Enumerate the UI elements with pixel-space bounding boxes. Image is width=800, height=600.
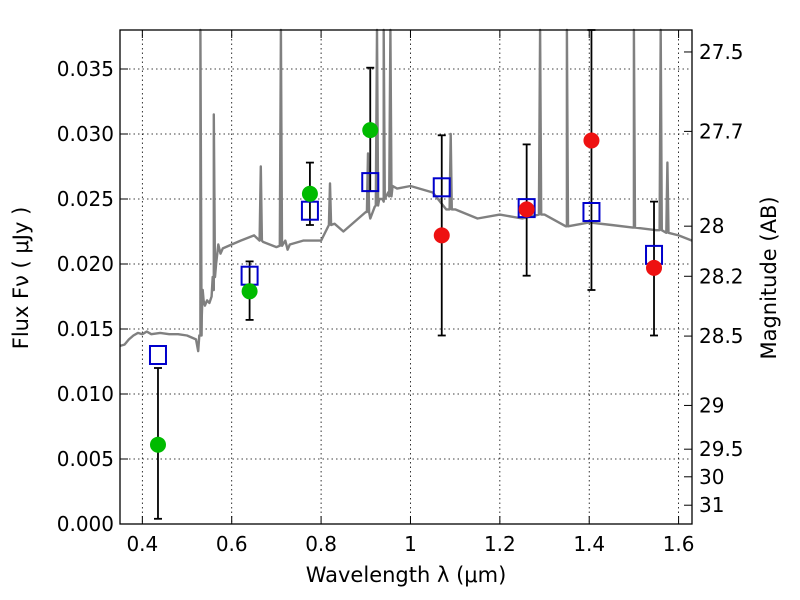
y-axis-ticks: 0.000 0.005 0.010 0.015 0.020 0.025 0.030 0.035 [57, 57, 128, 536]
magnitude-tick-label: 27.7 [699, 119, 744, 143]
magnitude-axis-ticks: 27.5 27.7 28 28.2 28.5 29 29.5 30 31 [684, 40, 744, 517]
x-axis-ticks: 0.4 0.6 0.8 1 1.2 1.4 1.6 [126, 30, 695, 556]
y-tick-label: 0.015 [57, 317, 114, 341]
y-tick-label: 0.005 [57, 447, 114, 471]
x-tick-label: 0.4 [126, 532, 158, 556]
magnitude-tick-label: 28 [699, 214, 724, 238]
x-tick-label: 0.6 [216, 532, 248, 556]
y-tick-label: 0.000 [57, 512, 114, 536]
grid-lines [120, 30, 692, 525]
x-tick-label: 1.4 [573, 532, 605, 556]
y-tick-label: 0.035 [57, 57, 114, 81]
y-tick-label: 0.020 [57, 252, 114, 276]
magnitude-tick-label: 30 [699, 465, 724, 489]
observed-flux-point [646, 259, 663, 276]
y-tick-label: 0.025 [57, 187, 114, 211]
model-photometry-square [582, 202, 601, 222]
model-photometry-square [432, 177, 451, 198]
x-tick-label: 1.6 [663, 532, 695, 556]
observed-flux-point [433, 227, 450, 244]
magnitude-axis-label: Magnitude (AB) [757, 196, 781, 359]
model-photometry [148, 172, 664, 365]
magnitude-tick-label: 28.5 [699, 324, 744, 348]
sed-model-line [119, 28, 693, 353]
model-photometry-square [361, 172, 380, 193]
plot-frame [119, 29, 693, 525]
observed-flux-point [149, 436, 166, 453]
observed-flux-point [241, 283, 258, 300]
magnitude-tick-label: 29.5 [699, 437, 744, 461]
x-tick-label: 1.2 [484, 532, 516, 556]
error-bars [153, 29, 659, 520]
model-photometry-square [148, 345, 167, 365]
y-axis-label: Flux Fν ( μJy ) [9, 207, 33, 350]
x-tick-label: 0.8 [305, 532, 337, 556]
magnitude-tick-label: 27.5 [699, 40, 744, 64]
observed-photometry [149, 122, 663, 453]
observed-flux-point [301, 185, 318, 202]
y-tick-label: 0.030 [57, 122, 114, 146]
x-tick-label: 1 [404, 532, 417, 556]
observed-flux-point [583, 132, 600, 149]
observed-flux-point [518, 201, 535, 218]
sed-model-layer [119, 28, 693, 353]
y-tick-label: 0.010 [57, 382, 114, 406]
observed-flux-point [362, 122, 379, 139]
magnitude-tick-label: 31 [699, 493, 724, 517]
magnitude-tick-label: 29 [699, 393, 724, 417]
x-axis-label: Wavelength λ (μm) [306, 563, 507, 587]
magnitude-tick-label: 28.2 [699, 264, 744, 288]
